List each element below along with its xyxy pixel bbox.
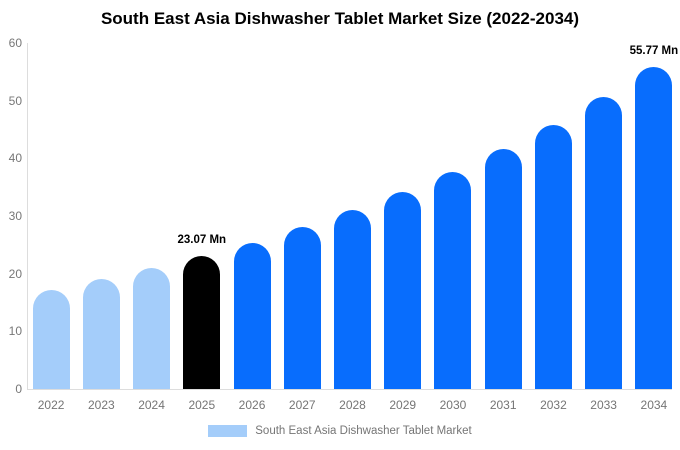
legend-label: South East Asia Dishwasher Tablet Market xyxy=(255,425,472,437)
y-tick-label-30: 30 xyxy=(8,209,22,223)
x-axis-line xyxy=(27,389,672,390)
x-tick-label-2022: 2022 xyxy=(37,398,65,412)
x-tick-label-2034: 2034 xyxy=(640,398,668,412)
y-tick-label-0: 0 xyxy=(15,382,22,396)
y-tick-label-40: 40 xyxy=(8,151,22,166)
x-tick-label-2026: 2026 xyxy=(238,398,266,412)
x-tick-label-2023: 2023 xyxy=(87,398,115,412)
x-tick-label-2025: 2025 xyxy=(188,398,216,412)
y-axis-line xyxy=(27,43,28,389)
bar-2028[interactable] xyxy=(334,210,371,389)
y-tick-label-60: 60 xyxy=(8,36,22,50)
bar-2024[interactable] xyxy=(133,268,171,389)
y-tick-label-10: 10 xyxy=(8,324,22,339)
bar-2029[interactable] xyxy=(384,191,422,389)
bar-2022[interactable] xyxy=(32,289,70,389)
x-tick-label-2028: 2028 xyxy=(339,398,366,412)
x-tick-label-2030: 2030 xyxy=(439,398,467,412)
x-tick-label-2029: 2029 xyxy=(389,398,417,412)
bar-2025[interactable] xyxy=(183,255,221,389)
bar-2031[interactable] xyxy=(484,149,522,389)
value-label-2025: 23.07 Mn xyxy=(177,233,227,246)
x-tick-label-2032: 2032 xyxy=(540,398,567,412)
chart-title: South East Asia Dishwasher Tablet Market… xyxy=(100,9,580,28)
legend-swatch xyxy=(208,425,248,437)
y-tick-label-20: 20 xyxy=(8,266,22,281)
bar-2032[interactable] xyxy=(534,124,572,389)
y-tick-label-50: 50 xyxy=(8,93,22,108)
bar-2034[interactable] xyxy=(635,67,673,389)
bar-2030[interactable] xyxy=(434,171,472,389)
bar-2026[interactable] xyxy=(233,242,271,389)
legend-item[interactable]: South East Asia Dishwasher Tablet Market xyxy=(0,425,680,437)
x-tick-label-2033: 2033 xyxy=(590,398,617,412)
x-tick-label-2031: 2031 xyxy=(489,398,517,412)
x-tick-label-2027: 2027 xyxy=(288,398,316,412)
bar-2027[interactable] xyxy=(283,226,321,389)
bar-2033[interactable] xyxy=(585,97,623,389)
x-tick-label-2024: 2024 xyxy=(138,398,165,412)
value-label-2034: 55.77 Mn xyxy=(629,45,679,58)
bar-2023[interactable] xyxy=(82,279,120,389)
